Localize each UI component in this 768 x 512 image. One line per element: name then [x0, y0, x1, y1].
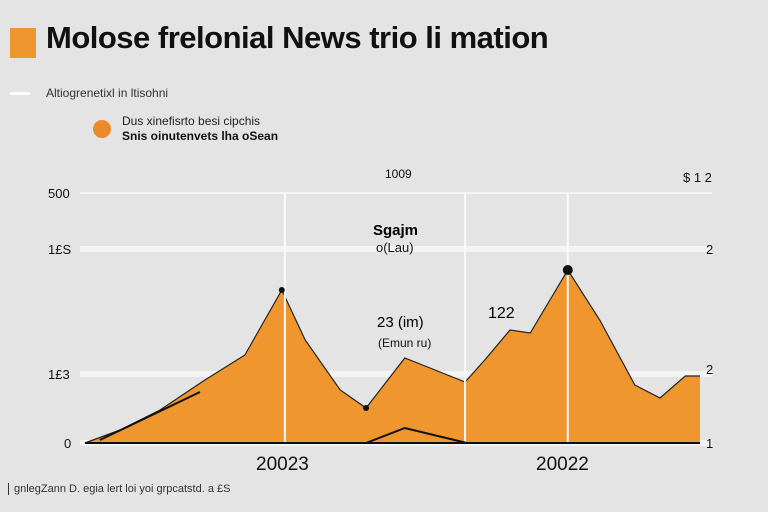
series-line-baseline-peak [365, 426, 468, 444]
y-tick-label: 1£S [48, 242, 72, 257]
chart-subtitle: Altiogrenetixl in ltisohni [46, 86, 169, 100]
y-tick-label: 500 [48, 186, 70, 201]
y-tick-label: 1£3 [48, 367, 70, 382]
data-point [278, 287, 285, 293]
legend-dot-icon [93, 120, 111, 138]
legend-line-2: Snis oinutenvets lha oSean [122, 129, 279, 143]
right-tick-label: 1 [706, 436, 714, 451]
data-point [562, 265, 573, 275]
area-outline [84, 268, 700, 444]
logo-square [10, 28, 36, 58]
series-line-secondary [99, 391, 201, 441]
right-tick-label: 2 [706, 362, 714, 377]
annotation: 1009 [385, 167, 412, 181]
legend-line-1: Dus xinefisrto besi cipchis [122, 114, 261, 128]
x-tick-label: 20022 [536, 454, 589, 475]
annotation: Sgajm [373, 222, 419, 239]
chart-title: Molose frelonial News trio li mation [46, 20, 549, 55]
annotation: o(Lau) [376, 240, 414, 255]
data-point [363, 405, 370, 411]
right-tick-label: $ 1 2 [683, 170, 712, 185]
x-tick-label: 20023 [256, 454, 309, 475]
annotation: (Emun ru) [378, 336, 432, 350]
subtitle-dash [10, 92, 30, 95]
y-tick-label: 0 [64, 436, 72, 451]
right-tick-label: 2 [706, 242, 714, 257]
footer-note: gnlegZann D. egia lert loi yoi grpcatstd… [8, 483, 230, 495]
area-series [85, 270, 700, 443]
annotation: 122 [488, 305, 515, 322]
annotation: 23 (im) [377, 314, 424, 331]
